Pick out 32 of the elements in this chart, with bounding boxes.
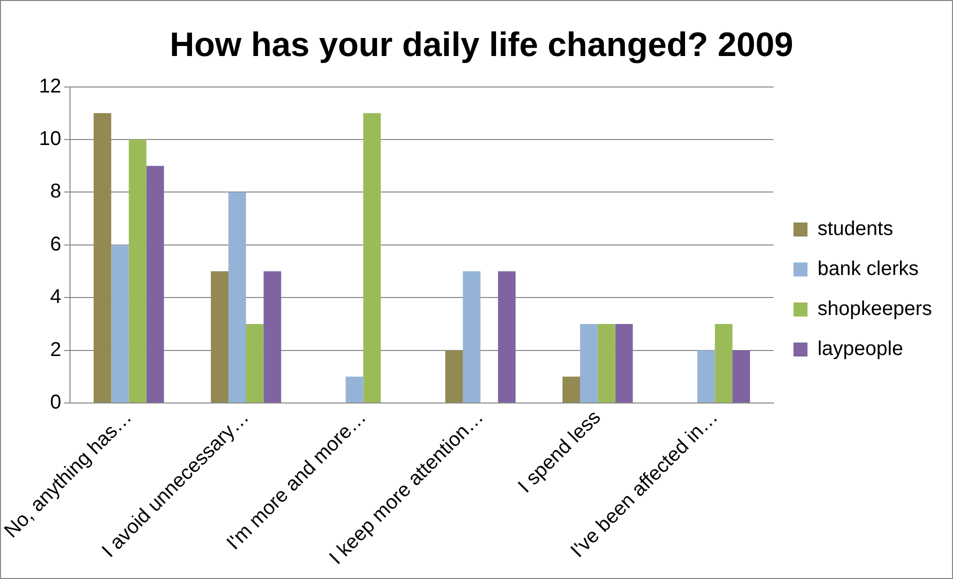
bar [714,324,732,403]
bar [562,376,580,403]
bar [462,271,480,403]
bar [580,324,598,403]
bar [615,324,633,403]
bar [732,350,750,403]
legend-label: students [817,218,894,240]
legend-label: laypeople [817,338,904,360]
bar [264,271,282,403]
bar [228,192,246,403]
y-tick-label: 0 [50,392,62,414]
bar [94,113,112,403]
bar [697,350,715,403]
y-tick-label: 6 [50,233,62,256]
bar [498,271,516,403]
legend-label: shopkeepers [817,298,932,320]
y-tick-label: 2 [50,338,62,361]
bar [246,324,264,403]
chart-title: How has your daily life changed? 2009 [170,26,794,64]
y-tick-label: 12 [38,75,62,98]
bar [363,113,381,403]
bar [111,244,129,403]
y-tick-label: 10 [38,128,62,150]
legend-label: bank clerks [817,258,919,280]
bar [210,271,228,403]
y-tick-label: 4 [50,286,62,308]
bar [346,376,364,403]
bar [146,166,164,403]
y-tick-label: 8 [50,180,62,203]
bar [598,324,616,403]
bar [128,140,146,403]
bar [445,350,463,403]
